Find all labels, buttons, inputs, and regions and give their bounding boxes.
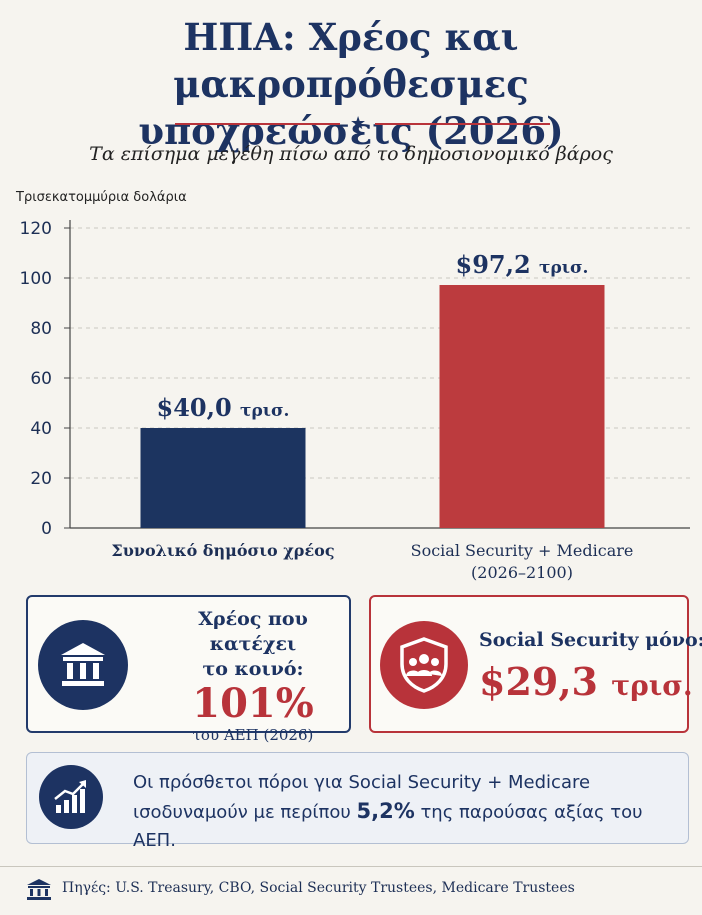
y-tick-label: 60 bbox=[30, 369, 52, 389]
category-label: Social Security + Medicare bbox=[411, 541, 634, 560]
bar bbox=[140, 428, 306, 528]
shield-people-icon bbox=[380, 621, 468, 709]
info-highlight: 5,2% bbox=[356, 799, 415, 823]
y-tick-label: 40 bbox=[30, 419, 52, 439]
social-security-unit: τρισ. bbox=[611, 669, 693, 702]
bar bbox=[439, 285, 605, 528]
category-label: Συνολικό δημόσιο χρέος bbox=[111, 541, 334, 560]
y-tick-label: 80 bbox=[30, 319, 52, 339]
title-line-2: υποχρεώσεις (2026) bbox=[138, 109, 564, 153]
social-security-amount: $29,3 bbox=[479, 659, 598, 704]
debt-card: Χρέος που κατέχει το κοινό: 101% του ΑΕΠ… bbox=[26, 595, 351, 744]
info-line-2-before: ισοδυναμούν με περίπου bbox=[133, 802, 357, 823]
debt-subtext: του ΑΕΠ (2026) bbox=[192, 726, 314, 744]
bank-icon bbox=[38, 620, 128, 710]
y-tick-label: 20 bbox=[30, 469, 52, 489]
title-divider-left bbox=[175, 123, 340, 125]
bar-chart: 0 20 40 60 80 100 120 $40,0 τρισ. Συνολικό δημόσ… bbox=[20, 219, 690, 582]
data-label: $97,2 τρισ. bbox=[456, 250, 589, 279]
info-line-1: Οι πρόσθετοι πόροι για Social Security +… bbox=[133, 772, 591, 793]
y-tick-label: 0 bbox=[41, 519, 52, 539]
growth-chart-icon bbox=[39, 765, 103, 829]
title-divider-right bbox=[375, 123, 550, 125]
category-label-line-2: (2026–2100) bbox=[471, 563, 573, 582]
y-tick-label: 120 bbox=[20, 219, 52, 239]
sources-text: Πηγές: U.S. Treasury, CBO, Social Securi… bbox=[62, 880, 575, 896]
page-title: ΗΠΑ: Χρέος και μακροπρόθεσμες υποχρεώσει… bbox=[0, 14, 702, 155]
data-label: $40,0 τρισ. bbox=[157, 393, 290, 422]
debt-label-line-1: Χρέος που κατέχει bbox=[198, 608, 308, 655]
info-text: Οι πρόσθετοι πόροι για Social Security +… bbox=[133, 769, 688, 855]
info-line-2-after: της παρούσας αξίας του ΑΕΠ. bbox=[133, 802, 643, 851]
title-line-1: ΗΠΑ: Χρέος και μακροπρόθεσμες bbox=[173, 15, 529, 106]
social-security-card: Social Security μόνο: $29,3 τρισ. bbox=[369, 595, 702, 733]
info-card: Οι πρόσθετοι πόροι για Social Security +… bbox=[26, 752, 689, 851]
social-security-label: Social Security μόνο: bbox=[479, 629, 702, 651]
y-tick-label: 100 bbox=[20, 269, 52, 289]
social-security-value: $29,3 τρισ. bbox=[479, 659, 693, 704]
y-axis-label: Τρισεκατομμύρια δολάρια bbox=[16, 190, 187, 205]
footer-divider bbox=[0, 866, 702, 867]
bank-icon bbox=[26, 878, 52, 904]
debt-label-line-2: το κοινό: bbox=[202, 658, 304, 680]
star-icon: ★ bbox=[350, 113, 367, 134]
page-subtitle: Τα επίσημα μεγέθη πίσω από το δημοσιονομ… bbox=[89, 143, 613, 165]
debt-percentage: 101% bbox=[192, 680, 314, 727]
